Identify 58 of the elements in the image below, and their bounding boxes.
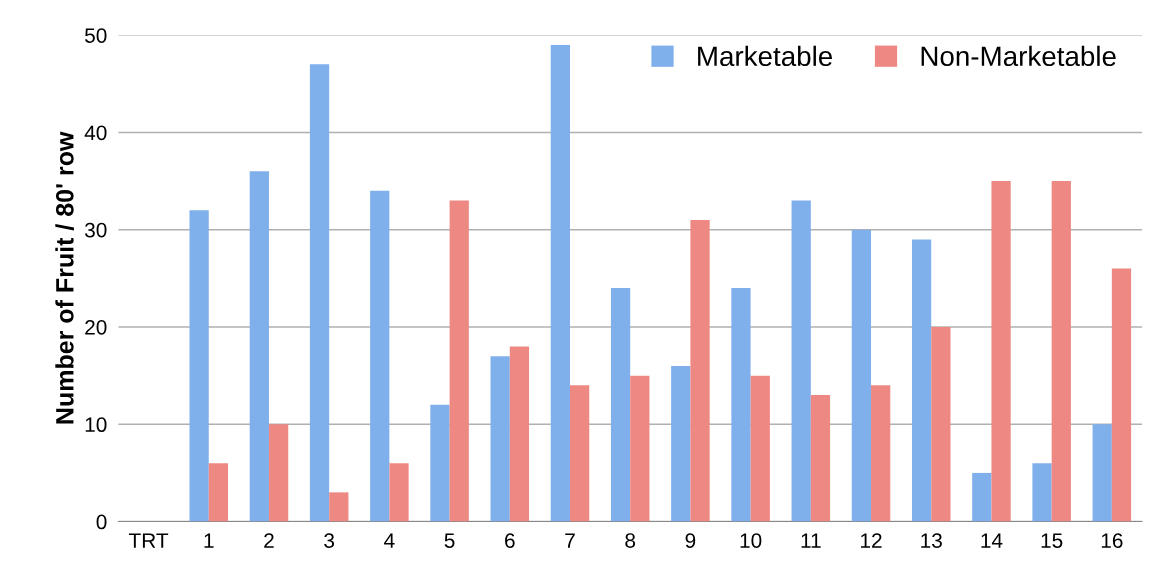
x-tick-label: 12 [861, 533, 882, 548]
bar [851, 229, 872, 522]
y-tick-label: 10 [85, 417, 107, 433]
y-tick-label: 30 [84, 222, 107, 238]
bar [791, 200, 811, 522]
y-tick-label: 40 [84, 125, 107, 141]
x-tick-label: TRT [128, 533, 169, 548]
y-axis-title: Number of Fruit / 80' row [55, 131, 74, 424]
x-tick-label: 6 [505, 533, 515, 548]
bar [1032, 463, 1052, 522]
bar [1092, 424, 1112, 522]
x-tick-label: 3 [324, 533, 335, 548]
bar [810, 395, 831, 522]
bar [389, 463, 409, 522]
bar [1051, 181, 1071, 522]
legend-label: Non-Marketable [921, 45, 1116, 67]
bar [671, 365, 691, 522]
bar [309, 64, 330, 522]
y-tick-label: 20 [85, 319, 107, 335]
bar [911, 239, 932, 522]
x-tick-label: 5 [444, 533, 455, 548]
legend-label: Marketable [698, 45, 833, 67]
bar [750, 375, 770, 522]
bar [550, 44, 570, 522]
bar [268, 424, 289, 522]
x-tick-label: 13 [921, 533, 942, 548]
bar [249, 171, 269, 522]
bar [189, 210, 209, 522]
bar [610, 288, 631, 522]
bar [972, 472, 992, 522]
bar [329, 492, 349, 522]
bar [430, 404, 450, 522]
x-tick-label: 8 [625, 533, 636, 548]
bar [731, 288, 751, 522]
bar [208, 463, 229, 522]
bar [370, 190, 390, 522]
x-tick-label: 2 [264, 533, 274, 548]
bar [509, 346, 530, 522]
bar [490, 356, 510, 522]
x-tick-label: 11 [801, 533, 821, 548]
x-tick-label: 9 [685, 533, 696, 548]
bar [991, 181, 1011, 522]
x-tick-label: 1 [204, 533, 214, 548]
x-tick-label: 15 [1041, 533, 1063, 548]
y-tick-label: 50 [85, 28, 107, 43]
bar [630, 375, 650, 522]
x-tick-label: 10 [740, 533, 762, 548]
bar [449, 200, 469, 522]
bar [871, 385, 891, 522]
x-tick-label: 14 [981, 533, 1003, 548]
x-tick-label: 7 [565, 533, 575, 548]
x-tick-label: 16 [1101, 533, 1123, 548]
bar [690, 219, 710, 522]
bar [1111, 268, 1132, 522]
bar [931, 326, 951, 522]
x-tick-label: 4 [384, 533, 395, 548]
bar [569, 385, 590, 522]
y-tick-label: 0 [96, 514, 107, 530]
